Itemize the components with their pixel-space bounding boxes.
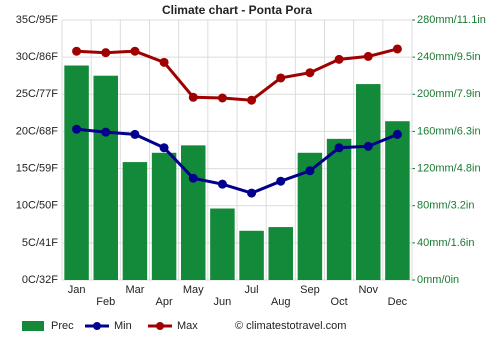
x-tick-label: Dec [388,296,408,308]
y2-tick-label: 0mm/0in [417,274,459,286]
point [217,93,227,103]
point [159,143,169,153]
point [334,143,344,153]
y-tick-label: 30C/86F [16,51,58,63]
y2-tick-label: 120mm/4.8in [417,162,481,174]
point [130,129,140,139]
y-tick-label: 0C/32F [22,274,58,286]
bar [239,230,264,280]
point [72,46,82,56]
y2-tick-label: 280mm/11.1in [417,14,486,26]
line [76,47,398,102]
legend-label: Prec [51,320,74,332]
bar [122,162,148,280]
point [392,129,402,139]
y2-tick-label: 200mm/7.9in [417,88,481,100]
bar [64,65,89,280]
y-tick-label: 35C/95F [16,14,58,26]
y2-tick-label: 80mm/3.2in [417,200,474,212]
y2-tick-label: 160mm/6.3in [417,125,481,137]
x-tick-label: Apr [156,296,173,308]
point [72,124,82,134]
point [363,141,373,151]
point [247,95,257,105]
legend-label: Min [114,320,132,332]
point [188,92,198,102]
x-tick-label: Aug [271,296,291,308]
y2-tick-label: 40mm/1.6in [417,237,474,249]
point [159,57,169,67]
y2-tick-label: 240mm/9.5in [417,51,481,63]
bar [356,84,381,280]
y-tick-label: 25C/77F [16,88,58,100]
point [305,166,315,176]
legend-swatch [93,322,101,330]
y-tick-label: 5C/41F [22,237,58,249]
point [188,173,198,183]
bar [181,145,206,280]
point [101,127,111,137]
legend-label: Max [177,320,198,332]
x-tick-label: Mar [125,284,144,296]
point [305,68,315,78]
point [247,188,257,198]
legend-swatch [22,321,44,331]
legend-swatch [156,322,164,330]
point [276,73,286,83]
point [217,179,227,189]
bar [326,138,352,280]
line [76,127,398,195]
source: © climatestotravel.com [235,320,346,332]
y-tick-label: 15C/59F [16,162,58,174]
y-tick-label: 10C/50F [16,200,58,212]
x-tick-label: Sep [300,284,320,296]
point [101,48,111,58]
point [392,44,402,54]
point [276,176,286,186]
x-tick-label: Jun [214,296,232,308]
bar [210,208,235,280]
bar [385,121,410,280]
x-tick-label: May [183,284,204,296]
x-tick-label: Oct [331,296,348,308]
y-tick-label: 20C/68F [16,125,58,137]
x-tick-label: Nov [358,284,378,296]
bar [151,152,177,280]
x-tick-label: Jan [68,284,86,296]
point [130,46,140,56]
x-tick-label: Jul [245,284,259,296]
bar [93,75,118,280]
point [363,51,373,61]
point [334,54,344,64]
bar [268,227,293,280]
chart-title: Climate chart - Ponta Pora [162,3,312,17]
x-tick-label: Feb [96,296,115,308]
